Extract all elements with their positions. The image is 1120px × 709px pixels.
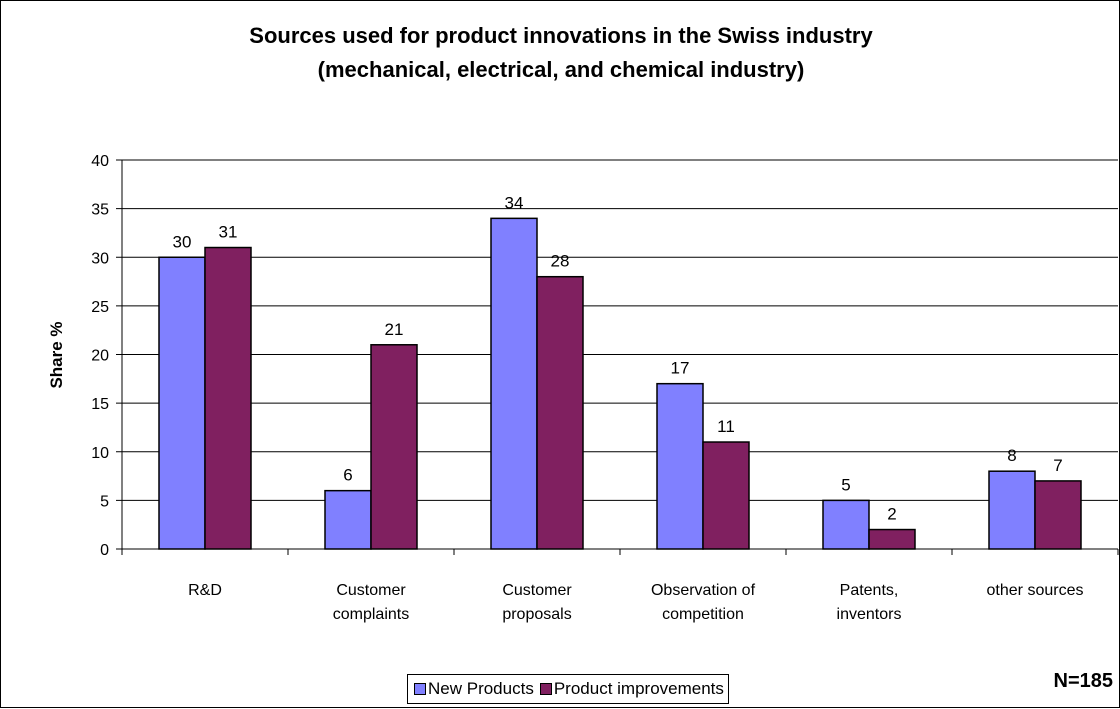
y-tick-label-15: 15 <box>91 396 109 413</box>
x-category-label-4-0: Patents, <box>840 582 899 599</box>
data-label-new-products-3: 17 <box>671 359 690 378</box>
bar-new-products-5 <box>988 470 1036 550</box>
bar-new-products-1 <box>324 489 372 550</box>
x-category-label-3-0: Observation of <box>651 582 756 599</box>
bar-product-improvements-1 <box>370 344 418 550</box>
data-label-product-improvements-1: 21 <box>385 320 404 339</box>
data-label-new-products-2: 34 <box>505 193 524 212</box>
bar-product-improvements-0 <box>204 246 252 550</box>
labels: 0 5 10 15 20 25 30 35 40 30 6 34 17 5 8 31 21 28 11 2 7 R&D Cu… <box>91 153 1083 623</box>
x-category-label-2-0: Customer <box>502 582 572 599</box>
legend-swatch-new-products <box>414 683 426 695</box>
data-label-product-improvements-0: 31 <box>219 223 238 242</box>
x-category-label-0-0: R&D <box>188 582 222 599</box>
bar-new-products-3 <box>656 382 704 550</box>
y-tick-label-35: 35 <box>91 202 109 219</box>
x-category-label-2-1: proposals <box>502 606 571 623</box>
y-tick-label-0: 0 <box>100 542 109 559</box>
legend-label-new-products: New Products <box>428 679 534 698</box>
y-tick-label-20: 20 <box>91 348 109 365</box>
x-category-label-4-1: inventors <box>837 606 902 623</box>
bars <box>158 217 1082 550</box>
legend-label-product-improvements: Product improvements <box>553 679 724 698</box>
data-label-new-products-5: 8 <box>1007 446 1016 465</box>
y-axis-label: Share % <box>47 321 66 388</box>
x-category-label-1-1: complaints <box>333 606 409 623</box>
y-tick-label-40: 40 <box>91 153 109 170</box>
bar-product-improvements-4 <box>868 528 916 550</box>
data-label-new-products-4: 5 <box>841 475 850 494</box>
x-category-label-1-0: Customer <box>336 582 406 599</box>
legend-item-product-improvements: Product improvements <box>539 679 724 699</box>
bar-new-products-4 <box>822 499 870 550</box>
x-category-label-3-1: competition <box>662 606 744 623</box>
data-label-product-improvements-3: 11 <box>717 417 735 436</box>
legend: New Products Product improvements <box>407 674 729 704</box>
sample-size-note: N=185 <box>1053 670 1114 692</box>
bar-new-products-2 <box>490 217 538 550</box>
data-label-product-improvements-4: 2 <box>887 505 896 524</box>
legend-item-new-products: New Products <box>414 679 534 699</box>
bar-new-products-0 <box>158 256 206 550</box>
gridlines <box>122 159 1118 501</box>
bar-product-improvements-5 <box>1034 480 1082 550</box>
data-label-product-improvements-5: 7 <box>1053 456 1062 475</box>
data-label-new-products-0: 30 <box>173 232 192 251</box>
bar-product-improvements-3 <box>702 441 750 550</box>
y-tick-label-10: 10 <box>91 445 109 462</box>
y-tick-label-5: 5 <box>100 493 109 510</box>
y-tick-label-25: 25 <box>91 299 109 316</box>
chart-title-line-2: (mechanical, electrical, and chemical in… <box>317 57 805 82</box>
legend-swatch-product-improvements <box>539 683 552 695</box>
x-category-label-5-0: other sources <box>987 582 1084 599</box>
chart-title: Sources used for product innovations in … <box>1 19 1120 87</box>
data-label-product-improvements-2: 28 <box>551 252 570 271</box>
bar-product-improvements-2 <box>536 275 584 550</box>
axes <box>116 159 1119 555</box>
chart-title-line-1: Sources used for product innovations in … <box>249 23 873 48</box>
data-label-new-products-1: 6 <box>343 466 352 485</box>
y-tick-label-30: 30 <box>91 250 109 267</box>
